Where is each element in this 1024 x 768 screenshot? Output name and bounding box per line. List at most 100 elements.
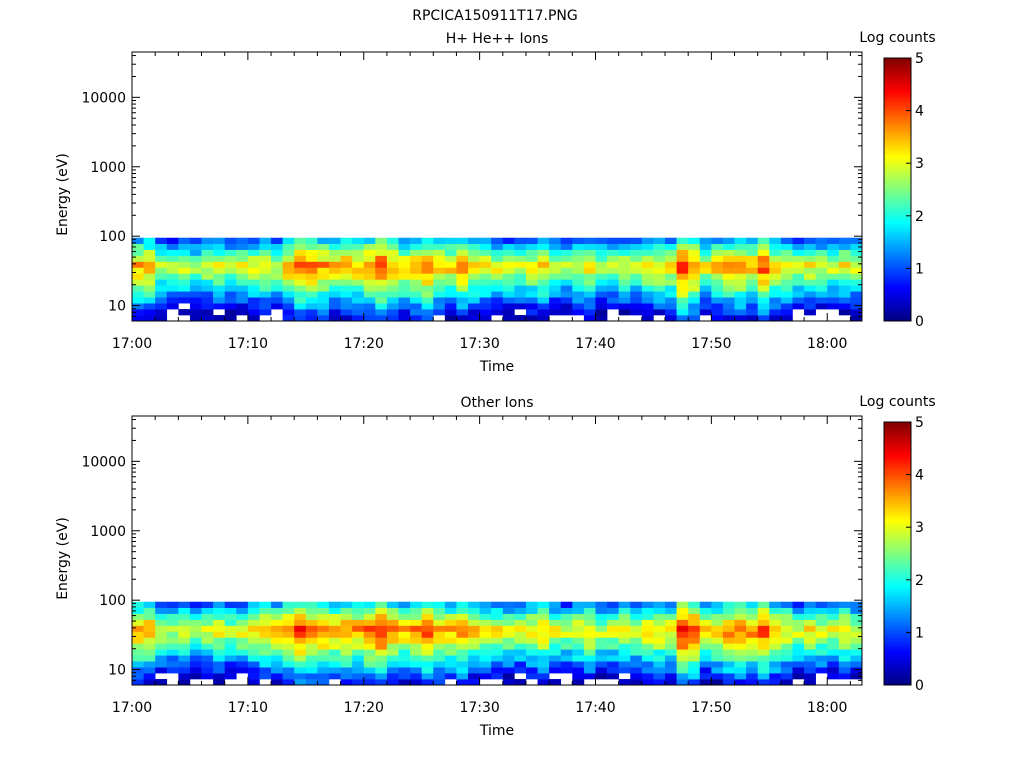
colorbar-segment [884,100,911,104]
heatmap-cell [491,249,504,256]
heatmap-cell [491,619,504,626]
heatmap-cell [236,661,249,668]
heatmap-cell [549,285,562,292]
heatmap-cell [722,607,735,614]
heatmap-cell [514,631,527,638]
heatmap-cell [468,249,480,256]
heatmap-cell [746,661,759,668]
heatmap-cell [282,309,295,316]
heatmap-cell [607,291,619,298]
heatmap-cell [178,601,191,608]
heatmap-cell [468,667,480,674]
heatmap-cell [734,273,747,280]
heatmap-cell [676,601,689,608]
heatmap-cell [676,297,689,304]
colorbar-segment [884,297,911,301]
heatmap-cell [328,267,341,274]
heatmap-cell [525,243,538,250]
heatmap-cell [757,655,770,662]
heatmap-cell [352,667,365,674]
heatmap-cell [618,649,631,656]
heatmap-cell [328,631,341,638]
colorbar-tick-label: 3 [915,156,924,172]
colorbar-segment [884,471,911,475]
heatmap-cell [363,649,376,656]
heatmap-cell [780,279,793,286]
heatmap-cell [514,273,527,280]
heatmap-cell [224,237,237,244]
heatmap-cell [433,237,446,244]
heatmap-cell [282,279,295,286]
heatmap-cell [804,607,816,614]
heatmap-cell [641,297,654,304]
heatmap-cell [827,267,840,274]
heatmap-cell [757,279,770,286]
heatmap-cell [780,297,793,304]
heatmap-cell [769,625,782,632]
heatmap-cell [294,601,307,608]
heatmap-cell [514,237,527,244]
heatmap-cell [804,661,816,668]
heatmap-cell [189,255,202,262]
heatmap-cell [352,315,365,322]
heatmap-cell [537,297,550,304]
heatmap-cell [757,303,770,310]
heatmap-cell [722,261,735,268]
heatmap-cell [375,291,388,298]
heatmap-cell [363,631,376,638]
heatmap-cell [769,291,782,298]
heatmap-cell [838,279,851,286]
heatmap-cell [271,237,283,244]
heatmap-cell [247,237,260,244]
heatmap-cell [525,285,538,292]
heatmap-cell [572,303,585,310]
heatmap-cell [792,279,805,286]
heatmap-cell [676,631,689,638]
colorbar-segment [884,608,911,612]
heatmap-cell [236,601,249,608]
heatmap-cell [317,315,330,322]
heatmap-cell [155,649,168,656]
heatmap-cell [688,679,701,686]
heatmap-cell [259,297,272,304]
heatmap-cell [827,279,840,286]
heatmap-cell [711,661,724,668]
heatmap-cell [491,607,504,614]
heatmap-cell [792,291,805,298]
heatmap-cell [143,273,156,280]
heatmap-cell [444,297,457,304]
heatmap-cell [827,631,840,638]
heatmap-cell [468,315,480,322]
heatmap-cell [352,273,365,280]
heatmap-cell [514,607,527,614]
heatmap-cell [143,285,156,292]
heatmap-cell [259,267,272,274]
heatmap-cell [178,291,191,298]
heatmap-cell [722,243,735,250]
heatmap-cell [213,667,225,674]
heatmap-cell [352,303,365,310]
heatmap-cell [363,285,376,292]
heatmap-cell [468,243,480,250]
heatmap-cell [757,255,770,262]
heatmap-cell [201,243,214,250]
heatmap-cell [166,297,179,304]
y-tick-label: 10000 [81,454,126,470]
heatmap-cell [514,303,527,310]
colorbar-segment [884,121,911,125]
colorbar-segment [884,537,911,541]
colorbar-segment [884,603,911,607]
heatmap-cell [224,291,237,298]
y-axis-label: Energy (eV) [55,153,71,236]
heatmap-cell [155,303,168,310]
heatmap-cell [688,273,701,280]
heatmap-cell [456,661,469,668]
heatmap-cell [224,613,237,620]
heatmap-cell [375,661,388,668]
heatmap-cell [525,649,538,656]
heatmap-cell [665,315,677,322]
heatmap-cell [780,655,793,662]
heatmap-cell [711,261,724,268]
heatmap-cell [595,279,608,286]
heatmap-cell [178,261,191,268]
